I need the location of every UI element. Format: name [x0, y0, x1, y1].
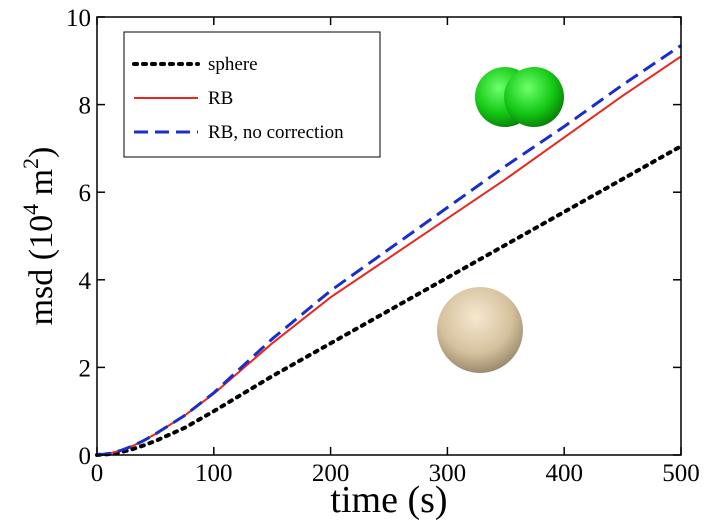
y-tick-label: 6: [79, 180, 92, 207]
x-tick-label: 500: [662, 460, 700, 487]
series-line: [95, 144, 683, 457]
legend-box: [123, 31, 381, 158]
series-line: [96, 44, 682, 457]
y-label-superscript: 4: [18, 204, 43, 215]
y-tick-label: 10: [66, 5, 91, 32]
y-tick-label: 8: [79, 93, 92, 120]
y-label-text: ): [23, 147, 60, 158]
y-tick-label: 4: [79, 268, 92, 295]
y-label-superscript: 2: [18, 158, 43, 169]
legend-label: RB, no correction: [208, 122, 344, 143]
x-tick-label: 100: [195, 460, 233, 487]
legend-label: sphere: [208, 54, 258, 75]
y-axis-label: msd (104 m2): [18, 147, 60, 326]
x-axis-label: time (s): [330, 479, 447, 521]
plot-frame: [96, 16, 682, 456]
x-tick-label: 300: [429, 460, 467, 487]
x-tick-label: 200: [312, 460, 350, 487]
x-tick-label: 400: [545, 460, 583, 487]
x-tick-label: 0: [91, 460, 104, 487]
green-dimer: [475, 67, 564, 127]
sphere-image: [437, 287, 523, 373]
legend: sphere RB RB, no correction: [123, 31, 381, 158]
legend-label: RB: [208, 88, 233, 109]
y-label-text: msd (10: [23, 215, 60, 326]
y-label-text: m: [23, 169, 60, 204]
y-tick-label: 0: [79, 443, 92, 470]
y-tick-label: 2: [79, 355, 92, 382]
